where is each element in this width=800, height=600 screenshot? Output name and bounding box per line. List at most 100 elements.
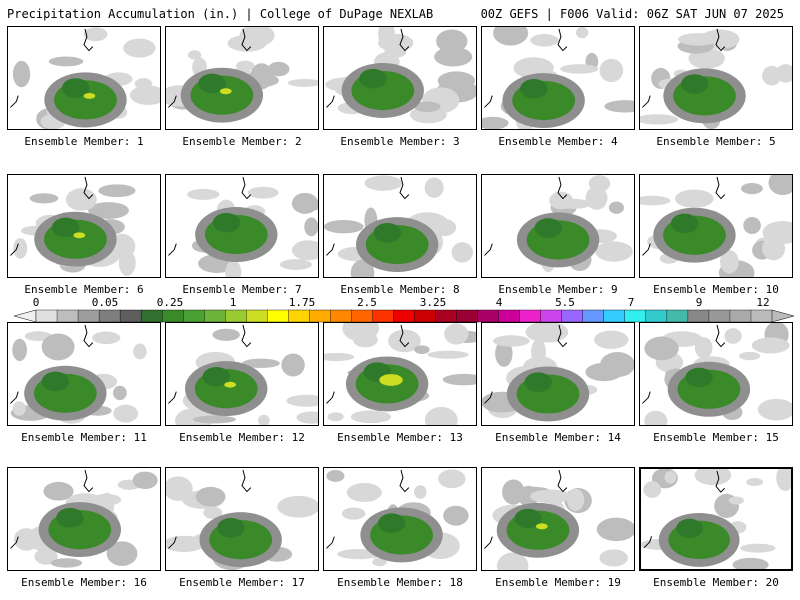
ensemble-member-label: Ensemble Member: 13 <box>337 431 463 444</box>
colorbar-swatch <box>351 309 373 323</box>
ensemble-member-panel[interactable] <box>481 322 635 426</box>
coastline <box>557 469 568 493</box>
colorbar-tick-label: 1 <box>229 296 237 309</box>
ensemble-member-panel[interactable] <box>7 174 161 278</box>
precip-map <box>324 323 476 425</box>
ensemble-member-label: Ensemble Member: 17 <box>179 576 305 589</box>
colorbar-swatch <box>309 309 331 323</box>
precip-map <box>324 175 473 277</box>
coastline <box>399 28 410 52</box>
colorbar-swatch <box>330 309 352 323</box>
ensemble-member-label: Ensemble Member: 9 <box>498 283 618 296</box>
precip-map <box>326 469 469 567</box>
ensemble-member-label: Ensemble Member: 16 <box>21 576 147 589</box>
colorbar-swatch <box>393 309 416 323</box>
colorbar-tick-label: 0.25 <box>156 296 184 309</box>
coastline <box>557 324 568 348</box>
colorbar-swatch <box>708 309 731 323</box>
ensemble-member-panel[interactable] <box>7 26 161 130</box>
ensemble-member-panel[interactable] <box>323 467 477 571</box>
ensemble-member-label: Ensemble Member: 20 <box>653 576 779 589</box>
coastline <box>241 469 252 493</box>
ensemble-member-panel[interactable] <box>639 467 793 571</box>
ensemble-member-panel[interactable] <box>323 174 477 278</box>
colorbar-tick-label: 12 <box>756 296 770 309</box>
colorbar-swatch <box>540 309 563 323</box>
ensemble-member-panel[interactable] <box>639 174 793 278</box>
colorbar-tick-label: 0 <box>32 296 40 309</box>
precip-map <box>484 469 634 570</box>
light-precip-area <box>324 323 476 425</box>
coastline <box>241 28 252 52</box>
ensemble-member-label: Ensemble Member: 5 <box>656 135 776 148</box>
max-precip-core <box>224 381 237 388</box>
colorbar-swatch <box>498 309 521 323</box>
colorbar-tick-label: 4 <box>495 296 503 309</box>
colorbar-min-arrow <box>14 309 37 323</box>
colorbar-swatch <box>140 309 163 323</box>
ensemble-member-label: Ensemble Member: 15 <box>653 431 779 444</box>
ensemble-member-panel[interactable] <box>7 322 161 426</box>
precip-map <box>166 469 318 570</box>
colorbar-swatch <box>161 309 184 323</box>
coastline <box>241 176 252 200</box>
colorbar-swatch <box>204 309 226 323</box>
coastline <box>83 28 94 52</box>
ensemble-member-panel[interactable] <box>639 26 793 130</box>
max-precip-core <box>535 523 548 530</box>
colorbar-swatch <box>729 309 752 323</box>
precip-map <box>640 28 792 129</box>
coastline <box>83 469 94 493</box>
light-precip-area <box>644 323 792 425</box>
ensemble-member-panel[interactable] <box>323 26 477 130</box>
colorbar-swatch <box>182 309 205 323</box>
map-header: Precipitation Accumulation (in.) | Colle… <box>0 0 800 22</box>
coastline <box>83 324 94 348</box>
ensemble-member-panel[interactable] <box>165 26 319 130</box>
ensemble-member-label: Ensemble Member: 12 <box>179 431 305 444</box>
colorbar-swatch <box>372 309 394 323</box>
colorbar-swatch <box>35 309 58 323</box>
colorbar-tick-label: 2.5 <box>357 296 377 309</box>
ensemble-member-label: Ensemble Member: 11 <box>21 431 147 444</box>
ensemble-member-label: Ensemble Member: 14 <box>495 431 621 444</box>
colorbar-swatch <box>246 309 268 323</box>
ensemble-member-panel[interactable] <box>165 174 319 278</box>
coastline <box>715 470 725 493</box>
ensemble-member-panel[interactable] <box>481 174 635 278</box>
model-valid-time: 00Z GEFS | F006 Valid: 06Z SAT JUN 07 20… <box>480 7 784 21</box>
colorbar-tick-label: 1.75 <box>288 296 316 309</box>
precip-map <box>168 324 318 425</box>
colorbar-swatch <box>435 309 458 323</box>
precip-map <box>166 27 318 123</box>
ensemble-member-panel[interactable] <box>165 467 319 571</box>
precip-map <box>10 469 158 568</box>
colorbar-swatch <box>267 309 289 323</box>
coastline <box>399 469 410 493</box>
colorbar-swatch <box>603 309 626 323</box>
max-precip-core <box>73 232 86 239</box>
colorbar-swatch <box>225 309 247 323</box>
ensemble-member-label: Ensemble Member: 4 <box>498 135 618 148</box>
colorbar-tick-label: 5.5 <box>555 296 575 309</box>
ensemble-member-panel[interactable] <box>165 322 319 426</box>
ensemble-member-panel[interactable] <box>481 26 635 130</box>
colorbar-swatch <box>477 309 500 323</box>
precip-map <box>10 27 160 129</box>
ensemble-member-panel[interactable] <box>481 467 635 571</box>
precip-map <box>325 27 476 124</box>
ensemble-member-panel[interactable] <box>323 322 477 426</box>
ensemble-member-panel[interactable] <box>7 467 161 571</box>
colorbar-swatch <box>624 309 647 323</box>
ensemble-member-panel[interactable] <box>639 322 793 426</box>
precip-map <box>640 175 792 277</box>
coastline <box>715 324 726 348</box>
colorbar-swatch <box>456 309 479 323</box>
product-title: Precipitation Accumulation (in.) | Colle… <box>7 7 434 21</box>
colorbar-tick-label: 7 <box>627 296 635 309</box>
colorbar-swatch <box>414 309 437 323</box>
precip-map <box>168 176 318 277</box>
colorbar-swatch <box>687 309 710 323</box>
colorbar-swatch <box>77 309 100 323</box>
colorbar-swatch <box>119 309 142 323</box>
